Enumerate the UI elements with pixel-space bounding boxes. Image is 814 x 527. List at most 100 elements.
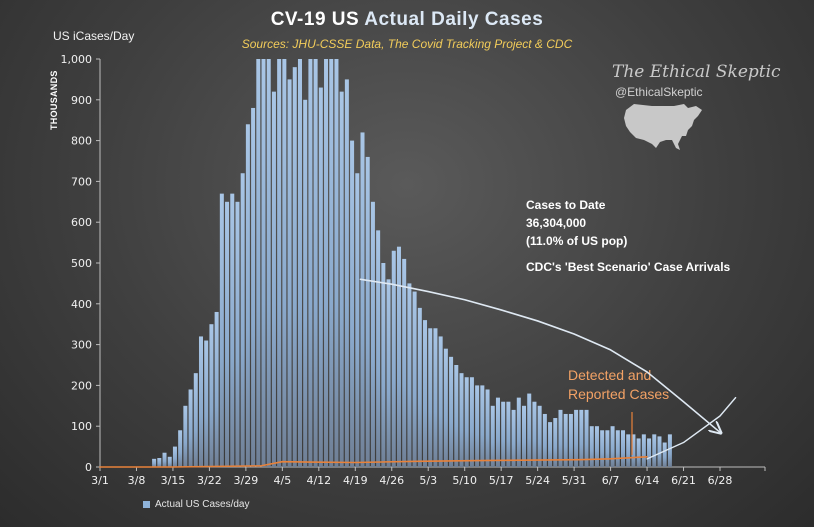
bar xyxy=(230,193,235,467)
bar xyxy=(428,328,433,467)
bar xyxy=(318,87,323,467)
brand-name: The Ethical Skeptic xyxy=(612,62,781,82)
bar xyxy=(647,438,652,467)
bar xyxy=(193,373,198,467)
bar xyxy=(667,434,672,467)
cdc-tail-line xyxy=(646,396,737,460)
x-tick-label: 5/24 xyxy=(525,474,550,487)
bar xyxy=(261,59,266,467)
bar xyxy=(594,426,599,467)
bar xyxy=(303,99,308,468)
bar xyxy=(615,430,620,467)
cdc-scenario-curve xyxy=(359,278,720,432)
x-tick-label: 4/19 xyxy=(343,474,368,487)
bar xyxy=(287,79,292,468)
bar xyxy=(511,409,516,467)
bar xyxy=(568,413,573,467)
legend-label: Actual US Cases/day xyxy=(155,499,250,510)
bar xyxy=(235,201,240,468)
bar xyxy=(282,59,287,467)
x-tick-label: 3/22 xyxy=(197,474,222,487)
bar xyxy=(370,201,375,468)
bar xyxy=(245,124,250,467)
bar xyxy=(558,409,563,467)
cases-to-date-label: Cases to Date xyxy=(526,198,606,212)
bar xyxy=(600,430,605,467)
bar xyxy=(652,434,657,467)
bar xyxy=(485,389,490,467)
bar xyxy=(297,59,302,467)
x-tick-label: 6/21 xyxy=(671,474,696,487)
bar xyxy=(464,377,469,467)
bar xyxy=(157,458,162,467)
chart-title-prefix: CV-19 US xyxy=(270,9,360,30)
bar xyxy=(459,373,464,467)
y-tick-label: 400 xyxy=(71,298,92,311)
bar xyxy=(522,405,527,467)
bar xyxy=(516,397,521,467)
bar xyxy=(438,336,443,467)
x-tick-label: 6/28 xyxy=(708,474,733,487)
bar xyxy=(329,59,334,467)
x-tick-label: 3/29 xyxy=(234,474,259,487)
bar xyxy=(407,283,412,467)
cases-to-date-value: 36,304,000 xyxy=(526,216,587,230)
bar xyxy=(162,452,167,467)
legend-swatch xyxy=(143,501,150,508)
bar xyxy=(376,230,381,467)
bar xyxy=(381,263,386,467)
x-tick-label: 5/31 xyxy=(562,474,587,487)
bar xyxy=(313,59,318,467)
bar xyxy=(214,311,219,467)
bar xyxy=(548,422,553,467)
bar xyxy=(167,456,172,467)
bar xyxy=(657,436,662,467)
x-tick-label: 3/1 xyxy=(91,474,109,487)
x-tick-label: 5/3 xyxy=(419,474,437,487)
bar xyxy=(475,385,480,467)
y-tick-label: 800 xyxy=(71,135,92,148)
bar xyxy=(501,401,506,467)
bar xyxy=(209,324,214,467)
bar xyxy=(621,430,626,467)
bar xyxy=(454,365,459,467)
bar xyxy=(480,385,485,467)
bar xyxy=(344,79,349,468)
bar xyxy=(266,59,271,467)
bar xyxy=(605,430,610,467)
chart-title: CV-19 US Actual Daily Cases xyxy=(0,9,814,31)
y-tick-label: 900 xyxy=(71,94,92,107)
bar xyxy=(495,397,500,467)
bar xyxy=(589,426,594,467)
bar xyxy=(490,405,495,467)
bar xyxy=(386,279,391,467)
bar xyxy=(204,340,209,467)
bar xyxy=(402,258,407,467)
bar xyxy=(324,59,329,467)
brand-handle: @EthicalSkeptic xyxy=(615,85,703,99)
bar xyxy=(339,91,344,467)
bar xyxy=(271,91,276,467)
bar xyxy=(391,250,396,467)
x-tick-label: 6/14 xyxy=(635,474,660,487)
bar xyxy=(542,413,547,467)
bar xyxy=(183,405,188,467)
bar xyxy=(579,409,584,467)
x-tick-label: 4/12 xyxy=(306,474,331,487)
chart-title-highlight: Actual Daily Cases xyxy=(364,9,544,30)
bar xyxy=(172,446,177,467)
cdc-scenario-label: CDC's 'Best Scenario' Case Arrivals xyxy=(526,260,731,274)
bar xyxy=(188,389,193,467)
bar xyxy=(152,458,157,467)
bar xyxy=(563,413,568,467)
bar xyxy=(636,438,641,467)
x-tick-label: 5/17 xyxy=(489,474,514,487)
bar xyxy=(584,409,589,467)
bar xyxy=(641,434,646,467)
bar xyxy=(506,401,511,467)
bar xyxy=(396,246,401,467)
x-tick-label: 5/10 xyxy=(452,474,477,487)
detected-reported-line1: Detected and xyxy=(568,367,652,383)
